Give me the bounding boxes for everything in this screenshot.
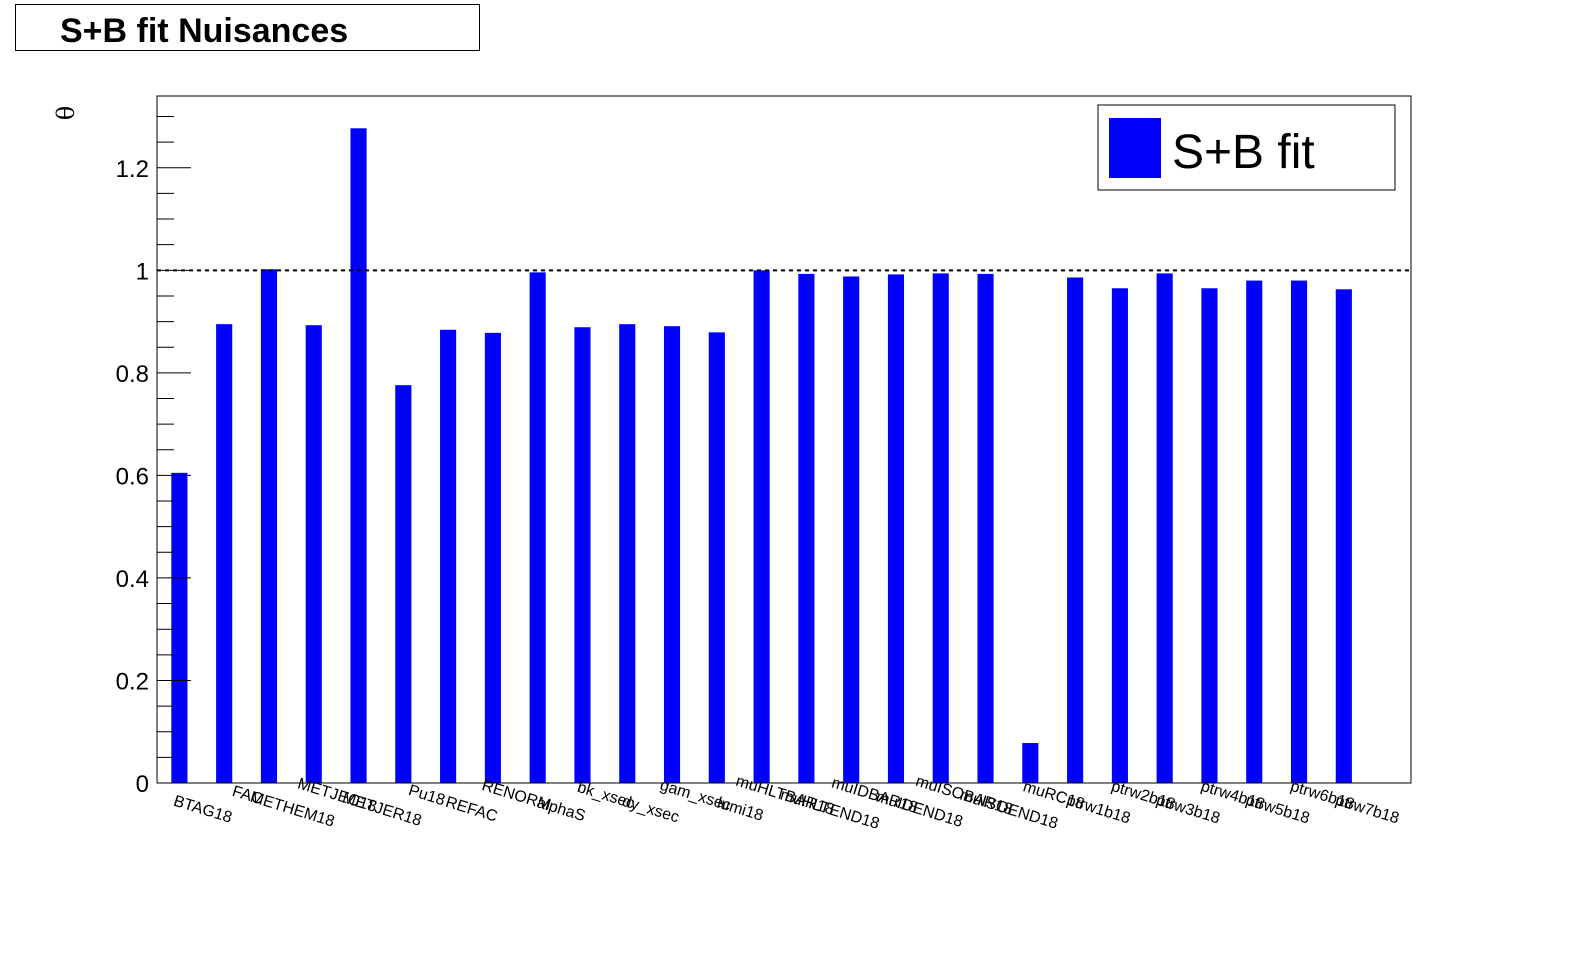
x-tick-label-lumi18: lumi18 [715,795,765,825]
bar-ptrw4b18 [1201,288,1218,783]
bar-muHLTEND18 [798,273,815,783]
bar-muISOBAR18 [932,273,949,783]
x-tick-label-dy_xsec: dy_xsec [620,793,681,826]
x-tick-label-BTAG18: BTAG18 [171,793,234,827]
legend-swatch [1109,118,1161,178]
x-tick-label-ptrw7b18: ptrw7b18 [1333,792,1401,828]
legend-label: S+B fit [1172,126,1315,179]
y-tick-label: 1 [136,258,149,285]
bar-BTAG18 [171,472,188,783]
y-tick-label: 0.8 [116,361,149,388]
x-tick-label-REFAC: REFAC [443,794,499,826]
bar-muRC18 [1022,743,1039,783]
bar-lumi18 [708,332,725,783]
y-tick-label: 0.2 [116,668,149,695]
bar-muIDBAR18 [843,276,860,783]
y-axis: 0 0.2 0.4 0.6 0.8 1 1.2 [116,96,191,798]
bar-RENORM [484,332,501,783]
y-tick-label: 0.4 [116,566,149,593]
bar-ptrw1b18 [1067,277,1084,783]
bar-METJER18 [350,128,367,783]
bar-REFAC [440,329,457,783]
legend: S+B fit [1097,104,1396,191]
x-tick-label-alphaS: alphaS [535,794,588,825]
y-tick-label: 0 [136,771,149,798]
y-tick-label: 1.2 [116,156,149,183]
bar-muHLTBAR18 [753,270,770,783]
bar-Pu18 [395,385,412,783]
bar-ptrw3b18 [1156,273,1173,783]
bar-METHEM18 [260,269,278,783]
bar-dy_xsec [619,324,636,783]
bars-group [171,128,1352,783]
bar-alphaS [529,272,546,783]
y-tick-label: 0.6 [116,463,149,490]
bar-ptrw5b18 [1246,280,1263,783]
bar-muISOEND18 [977,273,994,783]
bar-bk_xsec [574,327,591,783]
x-tick-label-Pu18: Pu18 [406,782,447,809]
bar-METJEC18 [305,325,322,783]
plot-frame [156,95,1412,784]
bar-ptrw6b18 [1290,280,1308,783]
bar-gam_xsec [663,326,681,783]
bar-ptrw2b18 [1111,288,1128,783]
chart-title: S+B fit Nuisances [60,12,349,50]
bar-ptrw7b18 [1335,289,1352,783]
bar-muIDEND18 [887,274,905,783]
title-box: S+B fit Nuisances [15,4,480,51]
y-axis-label: θ [52,106,80,120]
bar-FAC [216,324,233,783]
